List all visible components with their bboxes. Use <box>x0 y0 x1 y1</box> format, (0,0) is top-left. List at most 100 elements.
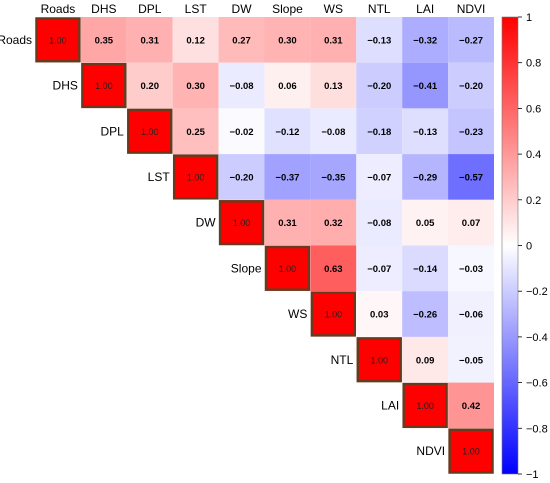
row-label-lai: LAI <box>381 398 399 412</box>
cell-value-label: 0.30 <box>278 35 297 46</box>
heatmap-cell <box>310 108 357 155</box>
diagonal-cell <box>264 245 311 291</box>
column-label-slope: Slope <box>272 2 303 16</box>
cell-value-label: −0.05 <box>459 355 484 366</box>
diagonal-cell <box>218 200 265 246</box>
colorbar-tick-label: 0.4 <box>526 149 541 161</box>
colorbar-tick-label: −1 <box>526 469 539 481</box>
cell-value-label: 0.06 <box>278 81 297 92</box>
cell-value-label: 0.63 <box>324 264 343 275</box>
heatmap-labels: Roads DHS DPL LST DW Slope WS NTL LAI NDVI Roads 1.… <box>0 2 485 458</box>
heatmap-cell <box>264 108 311 155</box>
colorbar-tick-label: −0.4 <box>526 332 548 344</box>
heatmap-cell <box>356 108 403 155</box>
column-label-roads: Roads <box>41 2 76 16</box>
diagonal-cell <box>127 108 173 154</box>
heatmap-cell <box>448 336 494 383</box>
cell-value-label: −0.20 <box>230 172 254 183</box>
diagonal-cell <box>81 62 127 109</box>
row-label-dhs: DHS <box>53 79 78 93</box>
cell-value-label: −0.03 <box>459 264 483 275</box>
cell-value-label: 0.31 <box>141 35 160 46</box>
cell-value-label: 0.09 <box>416 355 435 366</box>
colorbar-tick-label: 0.2 <box>526 195 541 207</box>
heatmap-cell <box>448 382 494 429</box>
diagonal-value-label: 1.00 <box>462 447 480 457</box>
heatmap-cell <box>448 108 494 155</box>
heatmap-cell <box>172 108 219 155</box>
cell-value-label: 0.31 <box>278 218 297 229</box>
column-label-lst: LST <box>185 2 208 16</box>
heatmap-cell <box>218 108 265 155</box>
row-label-ntl: NTL <box>331 353 354 367</box>
heatmap-cell <box>310 154 357 200</box>
heatmap-cell <box>264 17 311 63</box>
colorbar-tick-label: 0.6 <box>526 103 541 115</box>
heatmap-cell <box>402 245 449 292</box>
cell-value-label: −0.07 <box>367 172 391 183</box>
colorbar-tick-label: −0.2 <box>526 286 548 298</box>
heatmap-cell <box>402 17 449 63</box>
cell-value-label: 0.31 <box>324 35 343 46</box>
heatmap-cell <box>218 17 265 63</box>
cell-value-label: 0.42 <box>462 401 481 412</box>
row-label-dw: DW <box>196 216 217 230</box>
heatmap-cell <box>356 245 403 292</box>
diagonal-cell <box>448 428 494 474</box>
heatmap-cell <box>310 245 357 292</box>
cell-value-label: 0.35 <box>95 35 114 46</box>
cell-value-label: −0.23 <box>459 127 483 138</box>
diagonal-value-label: 1.00 <box>141 127 159 137</box>
cell-value-label: −0.20 <box>367 81 391 92</box>
diagonal-value-label: 1.00 <box>187 172 205 182</box>
heatmap-cell <box>448 199 494 246</box>
heatmap-cell <box>402 62 449 109</box>
heatmap-cell <box>356 17 403 63</box>
heatmap-cell <box>310 62 357 109</box>
heatmap-cell <box>310 17 357 63</box>
column-label-lai: LAI <box>416 2 434 16</box>
heatmap-cell <box>264 199 311 246</box>
cell-value-label: −0.12 <box>275 127 299 138</box>
cell-value-label: 0.05 <box>416 218 435 229</box>
cell-value-label: 0.12 <box>186 35 205 46</box>
column-label-dw: DW <box>232 2 253 16</box>
cell-value-label: −0.41 <box>413 81 438 92</box>
heatmap-cell <box>310 199 357 246</box>
colorbar-tick-label: −0.6 <box>526 378 548 390</box>
diagonal-value-label: 1.00 <box>95 81 113 91</box>
cell-value-label: −0.06 <box>459 310 483 321</box>
diagonal-cell <box>35 17 81 63</box>
row-label-roads: Roads <box>0 33 32 47</box>
cell-value-label: 0.27 <box>232 35 251 46</box>
cell-value-label: −0.32 <box>413 35 437 46</box>
heatmap-cell <box>402 199 449 246</box>
heatmap-cell <box>80 17 127 63</box>
diagonal-cell <box>402 382 448 429</box>
cell-value-label: 0.03 <box>370 310 389 321</box>
heatmap-cells <box>35 17 494 474</box>
diagonal-value-label: 1.00 <box>49 35 67 45</box>
heatmap-cell <box>172 17 219 63</box>
diagonal-value-label: 1.00 <box>370 355 388 365</box>
heatmap-cell <box>402 154 449 200</box>
heatmap-cell <box>402 291 449 337</box>
heatmap-cell <box>218 62 265 109</box>
cell-value-label: −0.57 <box>459 172 483 183</box>
cell-value-label: 0.30 <box>186 81 205 92</box>
colorbar: 1 0.8 0.6 0.4 0.2 0 −0.2 −0.4 −0.6 −0.8 −1 <box>501 12 548 481</box>
cell-value-label: −0.27 <box>459 35 483 46</box>
heatmap-cell <box>402 108 449 155</box>
diagonal-value-label: 1.00 <box>416 401 434 411</box>
heatmap-cell <box>264 62 311 109</box>
column-label-ws: WS <box>324 2 343 16</box>
cell-value-label: −0.35 <box>321 172 346 183</box>
heatmap-cell <box>448 17 494 63</box>
row-label-ws: WS <box>288 307 307 321</box>
heatmap-cell <box>402 336 449 383</box>
row-label-ndvi: NDVI <box>416 444 445 458</box>
heatmap-cell <box>126 62 173 109</box>
cell-value-label: 0.32 <box>324 218 343 229</box>
heatmap-cell <box>356 291 403 337</box>
